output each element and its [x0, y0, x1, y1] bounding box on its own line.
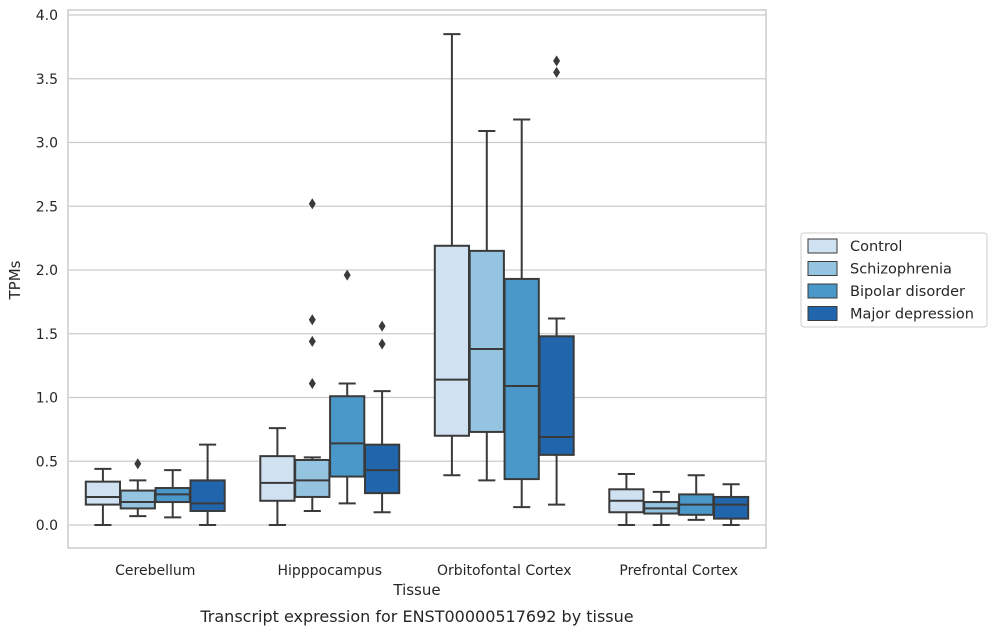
legend-items: Control Schizophrenia Bipolar disorder Majo… — [807, 238, 974, 323]
box-3-1 — [643, 490, 680, 526]
plot-frame — [67, 9, 767, 549]
box-0-1 — [119, 458, 156, 518]
box-body — [259, 455, 296, 502]
outlier-point — [343, 269, 351, 281]
outlier-point — [308, 198, 316, 210]
x-axis-ticks: Cerebellum Hipppocampus Orbitofontal Corte… — [115, 563, 738, 579]
outlier-point — [378, 338, 386, 350]
legend-frame — [800, 232, 988, 328]
outlier-point — [134, 458, 142, 470]
outlier-point — [378, 320, 386, 332]
box-1-1 — [294, 198, 331, 512]
box-1-3 — [363, 320, 401, 514]
box-0-0 — [84, 467, 122, 526]
y-tick-label: 3.5 — [36, 72, 58, 88]
box-2-2 — [503, 118, 540, 509]
box-body — [468, 249, 505, 433]
box-0-3 — [189, 443, 226, 526]
x-tick-label: Cerebellum — [115, 563, 195, 579]
box-body — [119, 489, 156, 510]
y-axis-label: TPMs — [6, 260, 24, 300]
box-body — [363, 443, 401, 495]
legend-swatch — [807, 261, 838, 276]
legend-swatch — [807, 306, 838, 321]
y-tick-label: 1.5 — [36, 327, 58, 343]
box-body — [503, 277, 540, 481]
box-series — [84, 33, 750, 526]
box-3-0 — [608, 473, 645, 526]
box-body — [329, 395, 366, 478]
y-tick-label: 0.0 — [36, 518, 58, 534]
outlier-point — [308, 314, 316, 326]
legend-label: Bipolar disorder — [850, 284, 965, 300]
box-body — [84, 480, 122, 506]
legend-swatch — [807, 238, 838, 254]
box-2-0 — [433, 33, 471, 477]
y-tick-label: 3.0 — [36, 136, 58, 152]
box-2-1 — [468, 130, 505, 482]
x-tick-label: Prefrontal Cortex — [619, 563, 738, 579]
outlier-point — [308, 335, 316, 347]
chart-caption: Transcript expression for ENST0000051769… — [199, 607, 633, 626]
outlier-point — [553, 55, 561, 67]
y-tick-label: 4.0 — [36, 8, 58, 24]
box-2-3 — [538, 55, 575, 506]
x-tick-label: Hipppocampus — [277, 563, 382, 579]
x-tick-label: Orbitofontal Cortex — [437, 563, 572, 579]
x-axis-label: Tissue — [392, 581, 440, 599]
outlier-point — [308, 377, 316, 389]
box-3-2 — [678, 474, 715, 521]
legend: Control Schizophrenia Bipolar disorder Majo… — [800, 232, 988, 328]
box-body — [433, 244, 471, 437]
y-tick-label: 0.5 — [36, 454, 58, 470]
box-body — [538, 335, 575, 456]
box-body — [294, 458, 331, 498]
legend-label: Schizophrenia — [850, 262, 952, 278]
legend-label: Control — [850, 239, 902, 255]
y-tick-label: 1.0 — [36, 391, 58, 407]
box-body — [712, 495, 750, 520]
box-body — [189, 479, 226, 512]
box-1-2 — [329, 269, 366, 505]
y-tick-label: 2.0 — [36, 263, 58, 279]
gridlines — [68, 14, 766, 526]
box-1-0 — [259, 427, 296, 526]
legend-label: Major depression — [850, 307, 974, 323]
y-tick-label: 2.5 — [36, 199, 58, 215]
y-axis-ticks: 0.0 0.5 1.0 1.5 2.0 2.5 3.0 3.5 4.0 — [36, 8, 58, 534]
legend-swatch — [807, 283, 838, 299]
box-0-2 — [154, 469, 191, 519]
box-3-3 — [712, 483, 750, 526]
outlier-point — [553, 66, 561, 78]
